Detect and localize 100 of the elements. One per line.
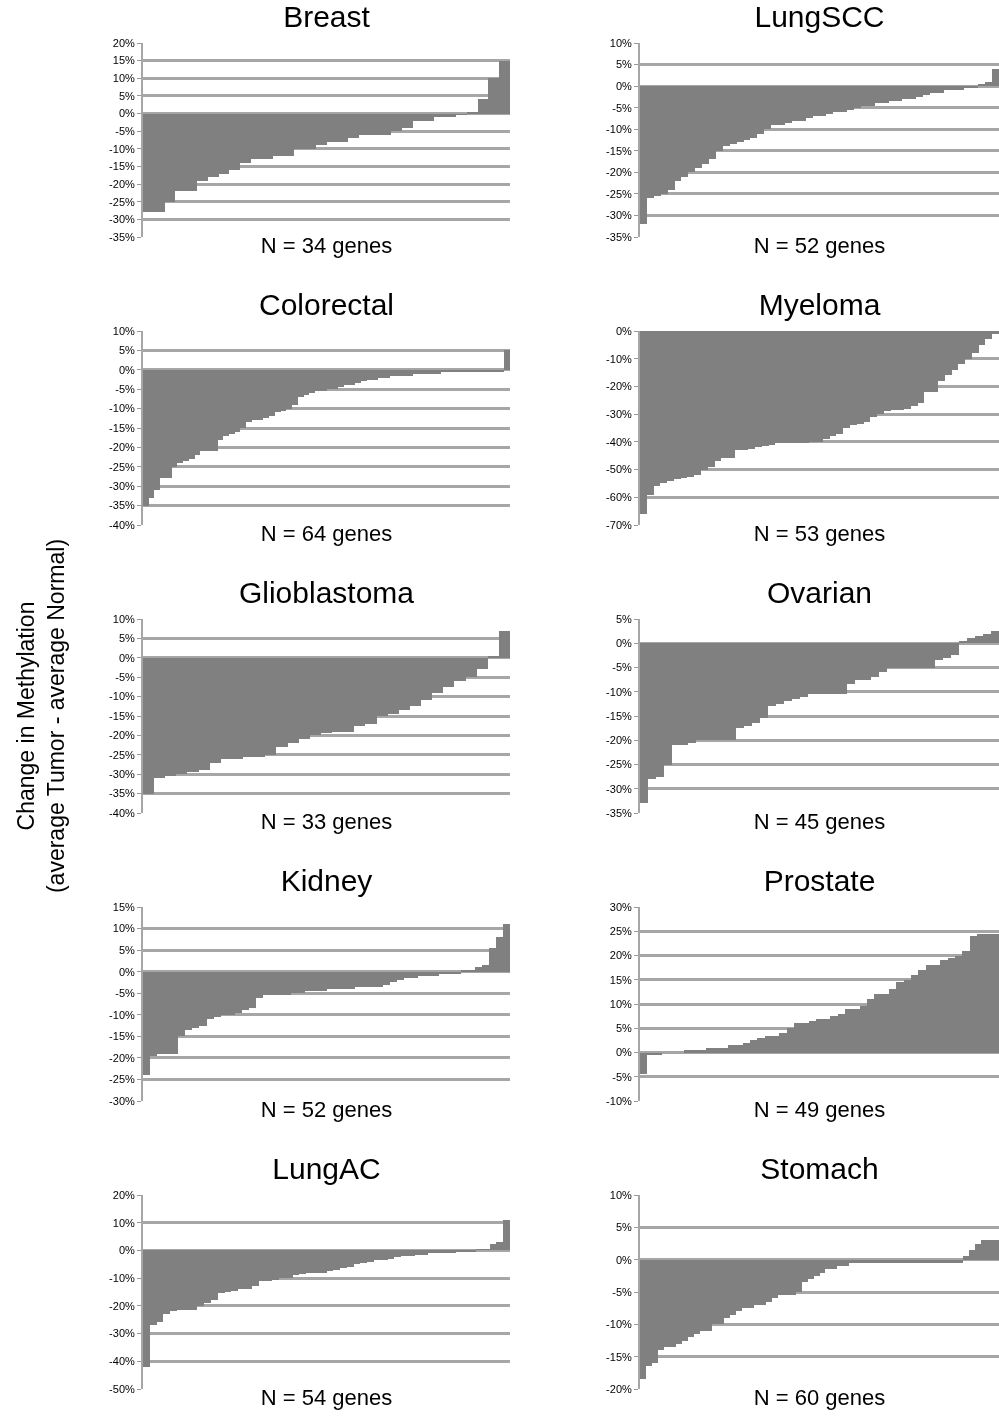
y-tick-label: 15%: [112, 54, 135, 67]
x-axis-title: N = 45 genes: [753, 808, 886, 834]
y-tick-label: 25%: [609, 925, 632, 938]
y-tick-label: 15%: [609, 973, 632, 986]
y-tick-label: 20%: [609, 949, 632, 962]
y-axis-title: Change in Methylation (average Tumor - average Normal): [13, 538, 70, 894]
y-tick-label: -60%: [606, 491, 633, 504]
y-tick-label: -15%: [109, 709, 136, 722]
y-tick-label: -30%: [109, 768, 136, 781]
y-tick-label: -40%: [109, 1355, 136, 1368]
y-tick-label: 10%: [112, 922, 135, 935]
y-tick-label: 0%: [615, 1253, 633, 1266]
chart-title: Prostate: [763, 864, 876, 897]
y-tick-label: -35%: [109, 230, 136, 243]
y-tick-label: 10%: [112, 324, 135, 337]
y-tick-label: -15%: [109, 1030, 136, 1043]
y-tick-label: -5%: [612, 101, 633, 114]
y-tick-label: 0%: [615, 324, 633, 337]
y-tick-label: 5%: [615, 612, 633, 625]
x-axis-title: N = 52 genes: [753, 232, 886, 258]
y-tick-label: -25%: [109, 195, 136, 208]
y-tick-label: -20%: [606, 1382, 633, 1395]
chart-title: Kidney: [280, 864, 373, 897]
y-tick-label: -25%: [109, 1073, 136, 1086]
x-axis-title: N = 49 genes: [753, 1096, 886, 1122]
x-axis-title: N = 34 genes: [260, 232, 393, 258]
y-tick-label: -10%: [109, 1271, 136, 1284]
y-tick-label: -20%: [109, 1299, 136, 1312]
y-tick-label: -10%: [606, 1094, 633, 1107]
y-tick-label: -15%: [109, 421, 136, 434]
x-axis-title: N = 52 genes: [260, 1096, 393, 1122]
y-tick-label: 0%: [118, 107, 136, 120]
chart-title: Stomach: [760, 1152, 879, 1185]
y-tick-label: -30%: [109, 1327, 136, 1340]
y-tick-label: -15%: [109, 160, 136, 173]
y-tick-label: 10%: [609, 36, 632, 49]
y-tick-label: 5%: [615, 58, 633, 71]
y-tick-label: -20%: [606, 166, 633, 179]
y-tick-label: 10%: [112, 1216, 135, 1229]
y-tick-label: 10%: [112, 612, 135, 625]
y-tick-label: -20%: [109, 441, 136, 454]
y-tick-label: -5%: [115, 987, 136, 1000]
y-tick-label: -50%: [109, 1382, 136, 1395]
y-tick-label: 0%: [118, 965, 136, 978]
y-tick-label: 5%: [118, 344, 136, 357]
y-tick-label: -10%: [109, 142, 136, 155]
y-tick-label: -20%: [109, 729, 136, 742]
y-tick-label: -25%: [109, 748, 136, 761]
y-tick-label: -70%: [606, 518, 633, 531]
chart-title: LungAC: [272, 1152, 381, 1185]
chart-title: LungSCC: [754, 0, 885, 33]
x-axis-title: N = 54 genes: [260, 1384, 393, 1410]
y-tick-label: -40%: [109, 518, 136, 531]
y-tick-label: 0%: [118, 1244, 136, 1257]
y-tick-label: -5%: [612, 1285, 633, 1298]
y-tick-label: 5%: [615, 1221, 633, 1234]
y-tick-label: 10%: [112, 72, 135, 85]
chart-title: Myeloma: [758, 288, 881, 321]
y-tick-label: -30%: [109, 1094, 136, 1107]
y-tick-label: -10%: [109, 402, 136, 415]
y-tick-label: -30%: [606, 209, 633, 222]
y-tick-label: -5%: [115, 383, 136, 396]
y-tick-label: -15%: [606, 144, 633, 157]
y-tick-label: -35%: [109, 787, 136, 800]
x-axis-title: N = 33 genes: [260, 808, 393, 834]
y-tick-label: -10%: [606, 1318, 633, 1331]
y-tick-label: 0%: [615, 637, 633, 650]
y-tick-label: 5%: [118, 632, 136, 645]
x-axis-title: N = 60 genes: [753, 1384, 886, 1410]
y-tick-label: -5%: [612, 1070, 633, 1083]
chart-title: Breast: [283, 0, 371, 33]
y-tick-label: 5%: [615, 1022, 633, 1035]
y-tick-label: 0%: [118, 651, 136, 664]
y-tick-label: -10%: [606, 352, 633, 365]
y-tick-label: -25%: [109, 460, 136, 473]
y-tick-label: -10%: [109, 690, 136, 703]
y-tick-label: -30%: [606, 782, 633, 795]
y-tick-label: -10%: [606, 685, 633, 698]
y-tick-label: -25%: [606, 187, 633, 200]
x-axis-title: N = 53 genes: [753, 520, 886, 546]
y-tick-label: -10%: [606, 123, 633, 136]
y-tick-label: 5%: [118, 89, 136, 102]
y-tick-label: 20%: [112, 36, 135, 49]
y-tick-label: 0%: [615, 79, 633, 92]
chart-title: Colorectal: [258, 288, 395, 321]
y-tick-label: -20%: [606, 734, 633, 747]
y-tick-label: 15%: [112, 900, 135, 913]
x-axis-title: N = 64 genes: [260, 520, 393, 546]
y-tick-label: -35%: [606, 230, 633, 243]
y-tick-label: -35%: [606, 806, 633, 819]
y-tick-label: -35%: [109, 499, 136, 512]
y-tick-label: -10%: [109, 1008, 136, 1021]
y-tick-label: -20%: [606, 380, 633, 393]
y-tick-label: -5%: [115, 125, 136, 138]
y-tick-label: 5%: [118, 943, 136, 956]
chart-title: Glioblastoma: [238, 576, 415, 609]
y-tick-label: -5%: [612, 661, 633, 674]
y-tick-label: -40%: [109, 806, 136, 819]
y-tick-label: -25%: [606, 758, 633, 771]
y-tick-label: 0%: [118, 363, 136, 376]
